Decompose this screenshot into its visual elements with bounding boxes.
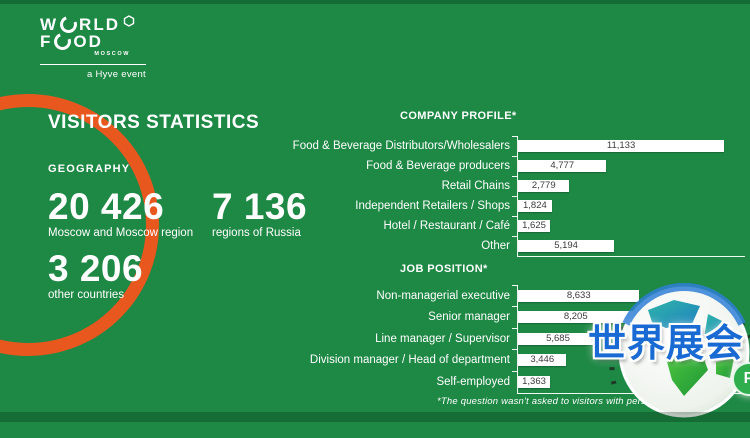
stat-label: regions of Russia <box>212 227 301 239</box>
bar: 2,779 <box>518 180 570 192</box>
category-label: Senior manager <box>428 311 510 324</box>
bar: 5,194 <box>518 240 615 252</box>
chart-row: Other 5,194 <box>285 235 745 256</box>
chart-row: Senior manager 8,205 <box>285 306 745 328</box>
stat-other-countries: 3 206 other countries <box>48 248 144 301</box>
bar: 8,633 <box>518 289 640 302</box>
bar-value-label: 8,633 <box>563 289 594 302</box>
logo-text: W <box>40 15 59 34</box>
stat-label: Moscow and Moscow region <box>48 227 194 239</box>
bar-track: 2,779 <box>512 175 745 196</box>
chart-title: COMPANY PROFILE* <box>400 110 517 122</box>
category-label: Non-managerial executive <box>376 289 510 302</box>
chart-row: Food & Beverage Distributors/Wholesalers… <box>285 135 745 156</box>
page-title: VISITORS STATISTICS <box>48 112 260 133</box>
chart-row: Self-employed 1,363 <box>285 370 745 393</box>
bar-value-label: 3,446 <box>527 354 558 367</box>
bar-value-label: 1,824 <box>519 200 550 212</box>
logo-text: RLD <box>79 15 120 34</box>
bar-track: 8,633 <box>512 284 745 307</box>
stat-value: 7 136 <box>212 186 308 227</box>
chart-row: Division manager / Head of department 3,4… <box>285 349 745 371</box>
bar-value-label: 5,685 <box>543 332 573 345</box>
bar-track: 8,205 <box>512 306 745 328</box>
bar-track: 5,685 <box>512 327 745 350</box>
bottom-border-strip <box>0 412 750 422</box>
category-label: Self-employed <box>436 375 510 388</box>
category-label: Retail Chains <box>441 180 510 192</box>
category-label: Division manager / Head of department <box>309 354 510 367</box>
chart-rows: Food & Beverage Distributors/Wholesalers… <box>285 135 745 256</box>
bar-value-label: 11,133 <box>603 140 639 152</box>
category-label: Food & Beverage producers <box>366 160 510 172</box>
category-label: Food & Beverage Distributors/Wholesalers <box>292 140 510 152</box>
bar-track: 1,625 <box>512 215 745 236</box>
bar-value-label: 1,363 <box>519 375 549 388</box>
chart-title: JOB POSITION* <box>400 263 488 275</box>
stat-value: 20 426 <box>48 186 165 227</box>
bar-track: 5,194 <box>512 235 745 256</box>
chart-row: Non-managerial executive 8,633 <box>285 284 745 307</box>
hexagon-icon <box>123 14 135 27</box>
bar: 3,446 <box>518 354 567 367</box>
x-axis-line <box>517 256 745 257</box>
bar-track: 11,133 <box>512 135 745 156</box>
bar: 1,625 <box>518 220 550 232</box>
category-label: Independent Retailers / Shops <box>355 200 510 212</box>
bar: 1,363 <box>518 375 550 388</box>
bar: 11,133 <box>518 140 725 152</box>
x-axis-line <box>517 392 745 394</box>
chart-row: Food & Beverage producers 4,777 <box>285 155 745 176</box>
job-position-chart: JOB POSITION* Non-managerial executive 8,… <box>285 263 745 394</box>
logo-word-food: F OD <box>40 30 148 53</box>
bar-value-label: 1,625 <box>519 220 549 232</box>
logo-tagline: a Hyve event <box>86 68 146 80</box>
bar-track: 3,446 <box>512 349 745 371</box>
bar: 5,685 <box>518 332 598 345</box>
stat-label: other countries <box>48 289 125 301</box>
chart-row: Hotel / Restaurant / Café 1,625 <box>285 215 745 236</box>
bar-track: 1,824 <box>512 195 745 216</box>
stat-value: 3 206 <box>48 248 144 289</box>
bar: 8,205 <box>518 311 634 324</box>
logo-city: MOSCOW <box>94 51 130 57</box>
chart-row: Independent Retailers / Shops 1,824 <box>285 195 745 216</box>
category-label: Other <box>481 240 510 252</box>
logo-word-world: W RLD <box>40 13 148 36</box>
bar: 4,777 <box>518 160 607 172</box>
category-label: Line manager / Supervisor <box>375 332 510 345</box>
logo-divider <box>40 63 146 65</box>
company-profile-chart: COMPANY PROFILE* Food & Beverage Distrib… <box>285 110 745 257</box>
bar: 1,824 <box>518 200 552 212</box>
bar-value-label: 4,777 <box>547 160 578 172</box>
logo-text: F <box>40 32 53 51</box>
worldfood-logo: W RLD F OD MOSCOW a Hyve event <box>40 13 148 80</box>
stat-regions-of-russia: 7 136 regions of Russia <box>212 186 308 239</box>
logo-text: OD <box>73 32 103 51</box>
chart-row: Retail Chains 2,779 <box>285 175 745 196</box>
chart-rows: Non-managerial executive 8,633 Senior mana… <box>285 284 745 393</box>
bar-value-label: 2,779 <box>528 180 559 192</box>
top-border-strip <box>0 0 750 4</box>
bar-value-label: 5,194 <box>551 240 581 252</box>
bar-track: 4,777 <box>512 155 745 176</box>
category-label: Hotel / Restaurant / Café <box>383 220 510 232</box>
bar-track: 1,363 <box>512 370 745 393</box>
geography-heading: GEOGRAPHY <box>48 163 131 175</box>
chart-row: Line manager / Supervisor 5,685 <box>285 327 745 350</box>
footnote: *The question wasn't asked to visitors w… <box>437 396 704 407</box>
bar-value-label: 8,205 <box>560 311 591 324</box>
stat-moscow-region: 20 426 Moscow and Moscow region <box>48 186 194 239</box>
